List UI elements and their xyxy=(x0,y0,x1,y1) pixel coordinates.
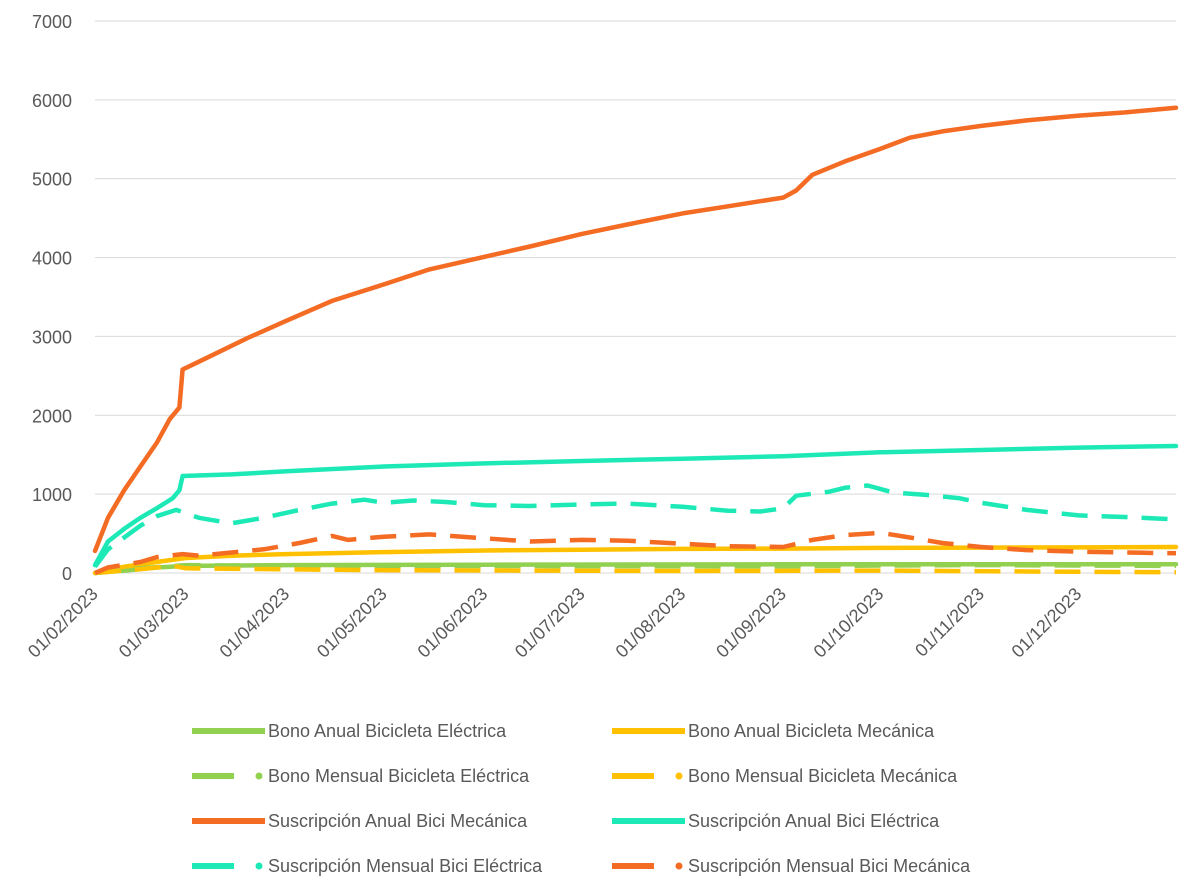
legend-item: Bono Mensual Bicicleta Mecánica xyxy=(612,766,958,786)
y-tick-label: 5000 xyxy=(32,170,72,190)
x-axis: 01/02/2023 01/03/2023 01/04/2023 01/05/2023… xyxy=(24,572,1176,662)
x-tick-label: 01/02/2023 xyxy=(24,584,102,662)
y-tick-label: 3000 xyxy=(32,327,72,347)
x-tick-label: 01/12/2023 xyxy=(1008,584,1086,662)
legend-item: Suscripción Anual Bici Mecánica xyxy=(192,811,528,831)
legend-label: Suscripción Mensual Bici Mecánica xyxy=(688,856,971,876)
legend-item: Bono Anual Bicicleta Eléctrica xyxy=(192,721,507,741)
x-tick-label: 01/10/2023 xyxy=(810,584,888,662)
series-line xyxy=(92,105,1179,554)
y-axis: 0 1000 2000 3000 4000 5000 6000 7000 xyxy=(32,12,72,584)
y-tick-label: 0 xyxy=(62,564,72,584)
series-line xyxy=(92,544,1179,576)
y-tick-label: 1000 xyxy=(32,485,72,505)
legend-swatch-dot xyxy=(255,862,263,870)
legend-label: Suscripción Mensual Bici Eléctrica xyxy=(268,856,543,876)
x-tick-label: 01/06/2023 xyxy=(414,584,492,662)
legend-item: Suscripción Mensual Bici Eléctrica xyxy=(192,856,543,876)
legend-swatch-dot xyxy=(675,772,683,780)
legend-label: Suscripción Anual Bici Mecánica xyxy=(268,811,528,831)
y-tick-label: 2000 xyxy=(32,406,72,426)
legend-item: Suscripción Anual Bici Eléctrica xyxy=(612,811,940,831)
series-line xyxy=(94,530,1177,576)
legend-label: Suscripción Anual Bici Eléctrica xyxy=(688,811,940,831)
y-tick-label: 4000 xyxy=(32,249,72,269)
x-tick-label: 01/07/2023 xyxy=(511,584,589,662)
legend-item: Suscripción Mensual Bici Mecánica xyxy=(612,856,971,876)
x-tick-label: 01/04/2023 xyxy=(216,584,294,662)
series-line xyxy=(92,443,1179,568)
series-line xyxy=(94,563,1177,576)
x-tick-label: 01/09/2023 xyxy=(712,584,790,662)
y-tick-label: 6000 xyxy=(32,91,72,111)
legend-swatch-dot xyxy=(255,772,263,780)
legend-label: Bono Anual Bicicleta Mecánica xyxy=(688,721,935,741)
x-tick-label: 01/11/2023 xyxy=(911,584,988,661)
y-tick-label: 7000 xyxy=(32,12,72,32)
legend: Bono Anual Bicicleta Eléctrica Bono Anual… xyxy=(192,721,971,876)
legend-label: Bono Anual Bicicleta Eléctrica xyxy=(268,721,507,741)
legend-swatch-dot xyxy=(675,862,683,870)
legend-item: Bono Anual Bicicleta Mecánica xyxy=(612,721,935,741)
series-line xyxy=(94,562,1177,576)
x-tick-label: 01/05/2023 xyxy=(313,584,391,662)
legend-label: Bono Mensual Bicicleta Eléctrica xyxy=(268,766,530,786)
gridlines xyxy=(95,20,1176,574)
legend-item: Bono Mensual Bicicleta Eléctrica xyxy=(192,766,530,786)
legend-label: Bono Mensual Bicicleta Mecánica xyxy=(688,766,958,786)
series-lines xyxy=(92,105,1179,576)
x-tick-label: 01/03/2023 xyxy=(115,584,193,662)
x-tick-label: 01/08/2023 xyxy=(612,584,690,662)
